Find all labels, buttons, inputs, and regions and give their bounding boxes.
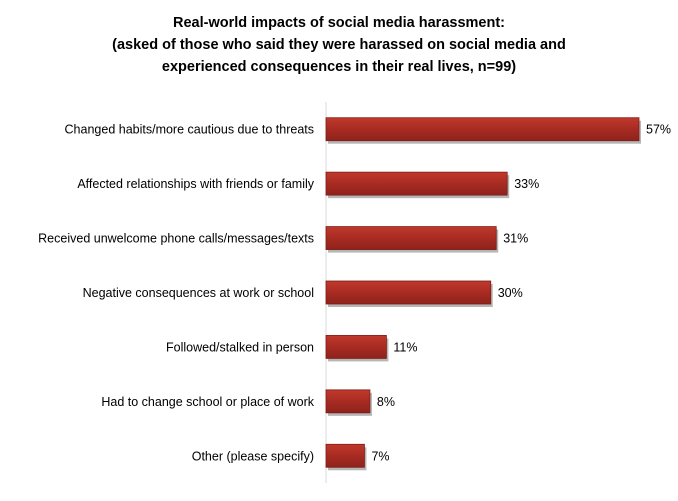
value-label: 31% xyxy=(503,232,528,246)
category-label: Other (please specify) xyxy=(192,449,314,463)
value-label: 7% xyxy=(371,449,389,463)
value-label: 11% xyxy=(393,340,417,354)
bar xyxy=(325,443,365,468)
bar xyxy=(325,117,640,142)
value-label: 57% xyxy=(646,123,671,137)
value-label: 30% xyxy=(498,286,523,300)
category-label: Received unwelcome phone calls/messages/… xyxy=(38,232,314,246)
category-label: Negative consequences at work or school xyxy=(83,286,314,300)
bar xyxy=(325,171,508,196)
bar xyxy=(325,389,371,414)
chart-title: Real-world impacts of social media haras… xyxy=(0,12,678,78)
category-label: Changed habits/more cautious due to thre… xyxy=(65,123,314,137)
category-label: Affected relationships with friends or f… xyxy=(77,177,314,191)
chart-title-line-2: (asked of those who said they were haras… xyxy=(112,37,566,53)
bars-layer: Changed habits/more cautious due to thre… xyxy=(38,117,671,471)
bar xyxy=(325,280,492,305)
category-label: Followed/stalked in person xyxy=(166,340,314,354)
chart-title-line-3: experienced consequences in their real l… xyxy=(161,59,517,75)
bar xyxy=(325,226,497,250)
value-label: 8% xyxy=(377,395,395,409)
chart-title-line-1: Real-world impacts of social media haras… xyxy=(173,15,505,31)
bar xyxy=(325,335,387,359)
category-label: Had to change school or place of work xyxy=(101,395,314,409)
value-label: 33% xyxy=(514,177,539,191)
